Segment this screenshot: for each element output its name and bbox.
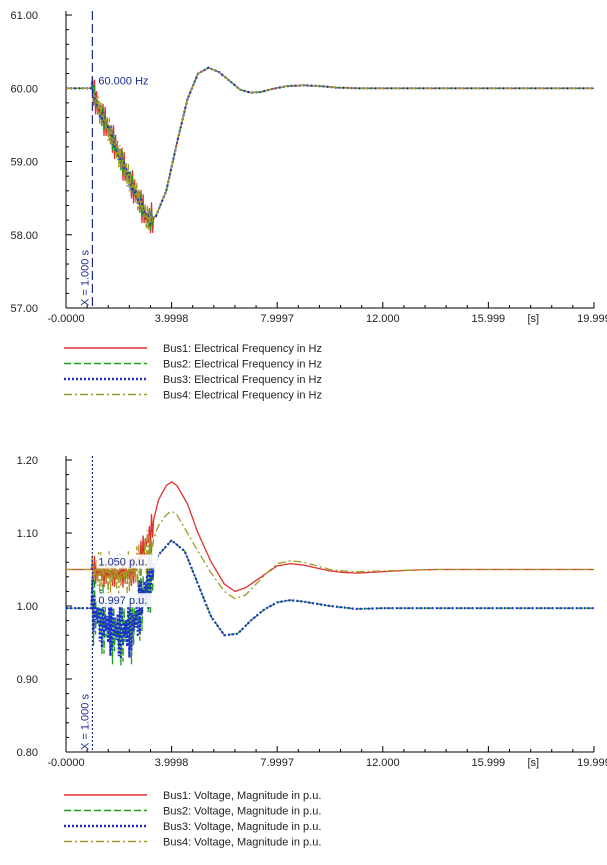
x-tick-label: 7.9997 <box>260 313 294 325</box>
annotation-label: 1.050 p.u. <box>98 557 147 569</box>
y-tick-label: 1.20 <box>17 455 38 467</box>
annotation-label: 0.997 p.u. <box>98 595 147 607</box>
x-tick-label: 12.000 <box>366 757 400 769</box>
x-axis-unit-label: [s] <box>527 757 539 769</box>
series-line-bus1 <box>66 481 594 593</box>
x-tick-label: 19.999 <box>577 313 607 325</box>
legend-label-bus2: Bus2: Voltage, Magnitude in p.u. <box>163 806 321 818</box>
series-line-bus3 <box>66 66 594 228</box>
legend-label-bus4: Bus4: Electrical Frequency in Hz <box>163 390 322 402</box>
x-tick-label: -0.0000 <box>47 313 84 325</box>
cursor-label: X = 1.000 s <box>79 694 91 750</box>
cursor-label: X = 1.000 s <box>79 250 91 306</box>
x-tick-label: 7.9997 <box>260 757 294 769</box>
x-tick-label: 3.9998 <box>155 757 189 769</box>
voltage-chart: 0.80 0.90 1.00 1.10 1.20 -0.0000 3.9998 7.9997 1… <box>17 455 607 849</box>
x-tick-label: 15.999 <box>472 757 506 769</box>
x-tick-label: 3.9998 <box>155 313 189 325</box>
legend-label-bus1: Bus1: Electrical Frequency in Hz <box>163 343 322 355</box>
y-tick-label: 58.00 <box>10 230 38 242</box>
y-tick-label: 60.00 <box>10 83 38 95</box>
legend-label-bus3: Bus3: Voltage, Magnitude in p.u. <box>163 821 321 833</box>
legend-label-bus1: Bus1: Voltage, Magnitude in p.u. <box>163 790 321 802</box>
annotation-bg <box>96 554 159 569</box>
y-tick-label: 61.00 <box>10 10 38 22</box>
y-tick-label: 1.10 <box>17 528 38 540</box>
legend-label-bus3: Bus3: Electrical Frequency in Hz <box>163 374 322 386</box>
series-line-bus4 <box>66 66 594 232</box>
series-line-bus4 <box>66 510 594 600</box>
x-tick-label: 12.000 <box>366 313 400 325</box>
legend-label-bus4: Bus4: Voltage, Magnitude in p.u. <box>163 837 321 849</box>
annotation-bg <box>96 593 159 608</box>
y-tick-label: 1.00 <box>17 601 38 613</box>
legend-label-bus2: Bus2: Electrical Frequency in Hz <box>163 359 322 371</box>
x-axis-unit-label: [s] <box>527 313 539 325</box>
x-tick-label: 19.999 <box>577 757 607 769</box>
y-tick-label: 59.00 <box>10 157 38 169</box>
frequency-chart: 57.00 58.00 59.00 60.00 61.00 -0.0000 3.9998 7.… <box>10 10 607 402</box>
y-tick-label: 0.90 <box>17 674 38 686</box>
y-tick-label: 57.00 <box>10 303 38 315</box>
x-tick-label: -0.0000 <box>47 757 84 769</box>
x-tick-label: 15.999 <box>472 313 506 325</box>
annotation-label: 60.000 Hz <box>98 75 148 87</box>
y-tick-label: 0.80 <box>17 747 38 759</box>
